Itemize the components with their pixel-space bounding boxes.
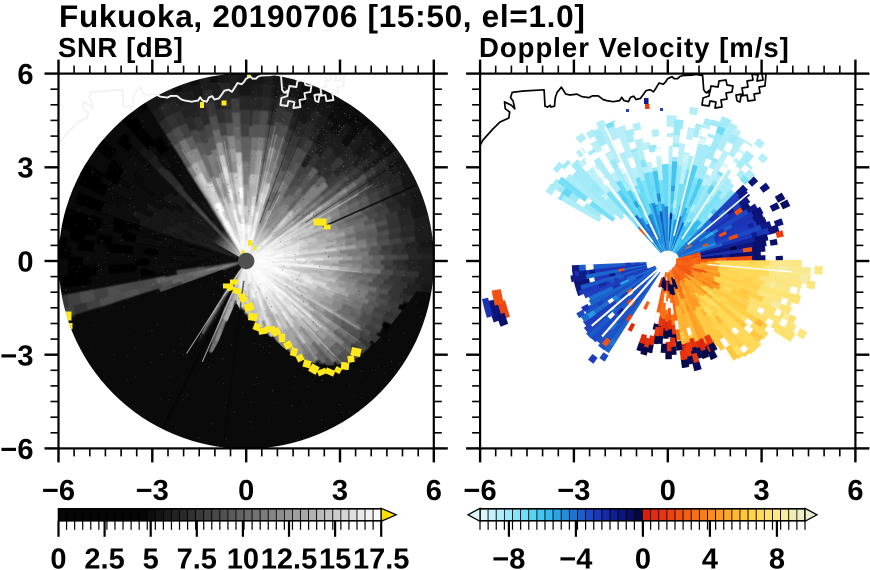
svg-text:15: 15 — [319, 544, 351, 570]
svg-text:7.5: 7.5 — [177, 544, 217, 570]
svg-text:0: 0 — [17, 247, 33, 279]
svg-text:12.5: 12.5 — [261, 544, 317, 570]
svg-text:0: 0 — [660, 475, 676, 507]
svg-text:−3: −3 — [136, 475, 169, 507]
svg-text:17.5: 17.5 — [353, 544, 409, 570]
svg-text:8: 8 — [769, 544, 785, 570]
svg-text:−6: −6 — [42, 475, 75, 507]
svg-text:3: 3 — [17, 153, 33, 185]
svg-text:Fukuoka, 20190706 [15:50, el=1: Fukuoka, 20190706 [15:50, el=1.0] — [59, 0, 586, 34]
svg-text:10: 10 — [227, 544, 259, 570]
svg-text:SNR [dB]: SNR [dB] — [58, 32, 183, 63]
svg-text:6: 6 — [847, 475, 863, 507]
svg-text:5: 5 — [143, 544, 159, 570]
svg-text:0: 0 — [238, 475, 254, 507]
svg-text:Doppler Velocity [m/s]: Doppler Velocity [m/s] — [479, 32, 790, 63]
svg-text:0: 0 — [50, 544, 66, 570]
svg-text:4: 4 — [702, 544, 718, 570]
svg-text:2.5: 2.5 — [84, 544, 124, 570]
svg-text:3: 3 — [332, 475, 348, 507]
svg-text:6: 6 — [17, 59, 33, 91]
svg-text:−4: −4 — [559, 544, 592, 570]
svg-text:6: 6 — [426, 475, 442, 507]
svg-text:−3: −3 — [557, 475, 590, 507]
svg-text:−8: −8 — [492, 544, 525, 570]
svg-text:0: 0 — [635, 544, 651, 570]
svg-text:−6: −6 — [464, 475, 497, 507]
svg-text:−6: −6 — [0, 434, 33, 466]
svg-text:−3: −3 — [0, 340, 33, 372]
svg-text:3: 3 — [754, 475, 770, 507]
